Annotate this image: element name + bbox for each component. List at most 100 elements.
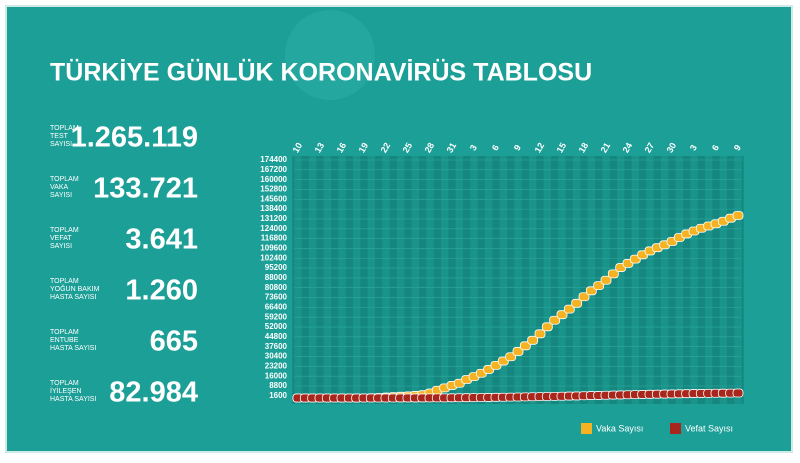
data-point <box>527 335 539 345</box>
y-tick-label: 23200 <box>265 361 288 370</box>
y-tick-label: 124000 <box>260 224 287 233</box>
column-stripe <box>573 156 581 404</box>
column-stripe <box>309 156 317 404</box>
y-tick-label: 44800 <box>265 332 288 341</box>
x-tick-label: 28 <box>423 141 437 155</box>
y-tick-label: 37600 <box>265 342 288 351</box>
column-stripe <box>675 156 683 404</box>
legend-swatch <box>670 423 681 434</box>
stat-label: HASTA SAYISI <box>50 345 96 352</box>
column-stripe <box>455 156 463 404</box>
x-tick-label: 12 <box>533 141 547 155</box>
x-tick-label: 16 <box>335 141 349 155</box>
stats: TOPLAMTESTSAYISI1.265.119TOPLAMVAKASAYIS… <box>50 122 198 409</box>
y-tick-label: 1600 <box>269 391 287 400</box>
stat-label: ENTUBE <box>50 337 79 344</box>
x-tick-label: 10 <box>291 141 305 155</box>
column-stripe <box>705 156 713 404</box>
column-stripe <box>719 156 727 404</box>
x-tick-label: 6 <box>490 143 501 152</box>
x-tick-label: 9 <box>732 143 743 152</box>
stat-label: TOPLAM <box>50 176 79 183</box>
legend-label: Vaka Sayısı <box>596 423 643 433</box>
stat-label: TOPLAM <box>50 125 79 132</box>
stat-label: SAYISI <box>50 141 72 148</box>
y-tick-label: 138400 <box>260 204 287 213</box>
x-tick-label: 30 <box>665 141 679 155</box>
y-tick-label: 80800 <box>265 283 288 292</box>
stat-label: HASTA SAYISI <box>50 294 96 301</box>
stat-label: VAKA <box>50 184 68 191</box>
x-tick-label: 13 <box>313 141 327 155</box>
stat-value: 82.984 <box>109 377 198 409</box>
stat-label: YOĞUN BAKIM <box>50 284 100 293</box>
y-tick-label: 160000 <box>260 175 287 184</box>
x-tick-label: 18 <box>577 141 591 155</box>
y-tick-label: 102400 <box>260 253 287 262</box>
chart: 1600880016000232003040037600448005200059… <box>260 141 744 404</box>
x-tick-label: 27 <box>643 141 657 155</box>
x-tick-label: 22 <box>379 141 393 155</box>
y-tick-label: 8800 <box>269 381 287 390</box>
column-stripe <box>470 156 478 404</box>
x-tick-label: 6 <box>710 143 721 152</box>
data-point <box>578 292 590 302</box>
column-stripe <box>323 156 331 404</box>
column-stripe <box>617 156 625 404</box>
stat-value: 1.265.119 <box>71 122 198 154</box>
y-tick-label: 145600 <box>260 194 287 203</box>
stat-value: 133.721 <box>93 173 198 205</box>
stat-label: SAYISI <box>50 243 72 250</box>
x-tick-label: 19 <box>357 141 371 155</box>
column-stripe <box>499 156 507 404</box>
y-tick-label: 52000 <box>265 322 288 331</box>
y-tick-label: 116800 <box>261 234 288 243</box>
column-stripe <box>514 156 522 404</box>
x-tick-label: 31 <box>445 141 459 155</box>
virus-decoration <box>285 10 375 100</box>
stat-label: TOPLAM <box>50 227 79 234</box>
stat-label: TOPLAM <box>50 329 79 336</box>
data-point <box>600 275 612 285</box>
column-stripe <box>734 156 742 404</box>
column-stripe <box>441 156 449 404</box>
stat-label: TOPLAM <box>50 380 79 387</box>
stat-label: HASTA SAYISI <box>50 396 96 403</box>
y-tick-label: 109600 <box>260 244 287 253</box>
stat-value: 3.641 <box>125 224 198 256</box>
column-stripe <box>690 156 698 404</box>
data-point <box>607 269 619 279</box>
title: TÜRKİYE GÜNLÜK KORONAVİRÜS TABLOSU <box>50 58 592 87</box>
column-stripe <box>397 156 405 404</box>
y-tick-label: 59200 <box>265 312 288 321</box>
y-tick-label: 16000 <box>265 371 288 380</box>
stat-value: 665 <box>150 326 198 358</box>
column-stripe <box>367 156 375 404</box>
data-point <box>541 322 553 332</box>
data-point <box>519 341 531 351</box>
stat-label: VEFAT <box>50 235 72 242</box>
data-point <box>556 310 568 320</box>
column-stripe <box>411 156 419 404</box>
x-tick-label: 3 <box>688 143 699 152</box>
data-point <box>563 304 575 314</box>
column-stripe <box>587 156 595 404</box>
y-tick-label: 95200 <box>265 263 288 272</box>
x-tick-label: 9 <box>512 143 523 152</box>
x-tick-label: 25 <box>401 141 415 155</box>
stat-label: SAYISI <box>50 192 72 199</box>
stat-label: TEST <box>50 133 69 140</box>
column-stripe <box>485 156 493 404</box>
x-tick-label: 24 <box>621 141 635 155</box>
y-tick-label: 174400 <box>260 155 287 164</box>
y-tick-label: 66400 <box>265 302 288 311</box>
stat-label: TOPLAM <box>50 278 79 285</box>
column-stripe <box>558 156 566 404</box>
column-stripe <box>631 156 639 404</box>
data-point <box>534 329 546 339</box>
column-stripe <box>338 156 346 404</box>
data-point <box>732 388 744 398</box>
y-tick-label: 73600 <box>265 293 288 302</box>
data-point <box>505 352 517 362</box>
